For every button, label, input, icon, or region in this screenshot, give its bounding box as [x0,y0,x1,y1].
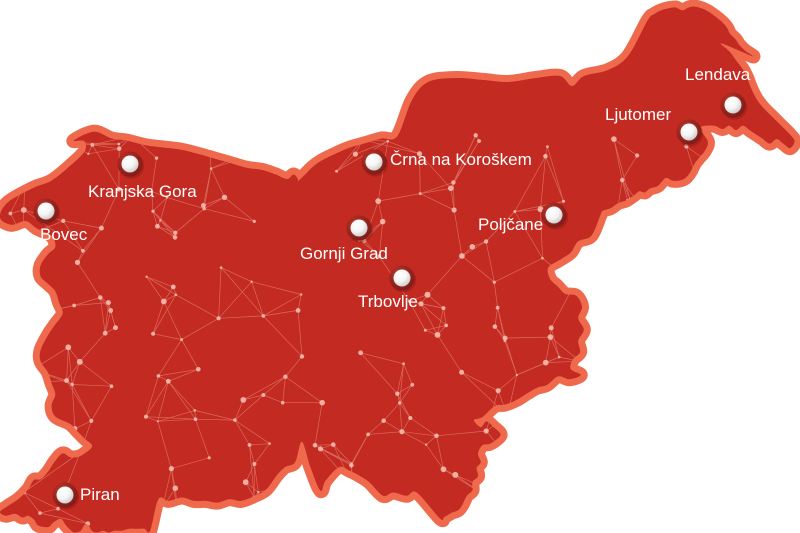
svg-text:Poljčane: Poljčane [478,215,543,234]
svg-text:Trbovlje: Trbovlje [358,292,418,311]
svg-text:Ljutomer: Ljutomer [605,105,671,124]
svg-text:Piran: Piran [80,485,120,504]
svg-text:Gornji Grad: Gornji Grad [300,244,388,263]
svg-text:Kranjska Gora: Kranjska Gora [88,182,197,201]
svg-text:Bovec: Bovec [40,225,88,244]
svg-text:Črna na Koroškem: Črna na Koroškem [390,150,532,169]
svg-text:Lendava: Lendava [685,65,751,84]
